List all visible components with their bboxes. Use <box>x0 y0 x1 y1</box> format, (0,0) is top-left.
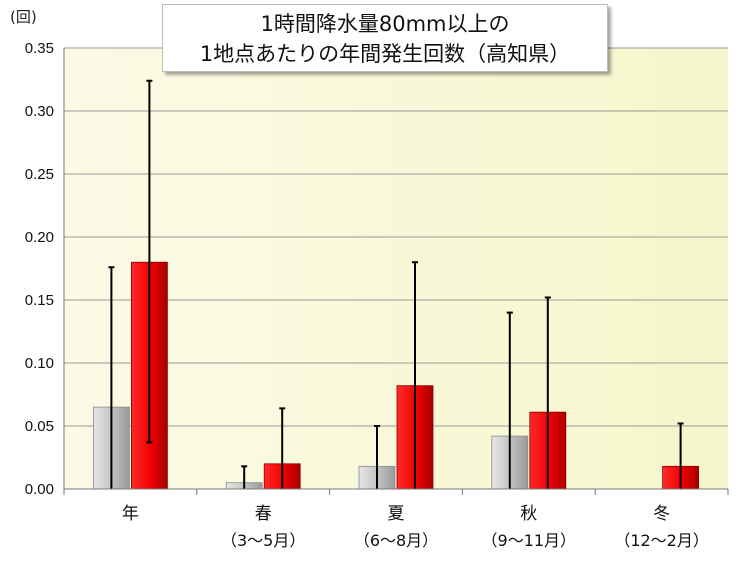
y-tick-label: 0.15 <box>25 292 54 309</box>
x-category-label: 冬 <box>653 504 670 524</box>
y-tick-label: 0.35 <box>25 40 54 57</box>
x-category-label: 秋 <box>520 504 537 524</box>
x-category-sublabel: （9～11月） <box>482 531 577 550</box>
y-tick-label: 0.10 <box>25 355 54 372</box>
x-category-sublabel: （3～5月） <box>221 531 305 550</box>
x-category-sublabel: （12～2月） <box>614 531 709 550</box>
chart-title-line1: 1時間降水量80mm以上の <box>260 12 510 36</box>
plot-area <box>64 48 728 489</box>
x-category-sublabel: （6～8月） <box>354 531 438 550</box>
y-tick-label: 0.00 <box>25 481 54 498</box>
chart-title-box: 1時間降水量80mm以上の 1地点あたりの年間発生回数（高知県） <box>162 4 608 72</box>
y-tick-label: 0.25 <box>25 166 54 183</box>
y-tick-label: 0.20 <box>25 229 54 246</box>
x-category-label: 春 <box>255 504 272 524</box>
x-category-label: 夏 <box>388 504 405 524</box>
chart-title-line2: 1地点あたりの年間発生回数（高知県） <box>199 42 571 66</box>
y-tick-label: 0.30 <box>25 103 54 120</box>
y-tick-label: 0.05 <box>25 418 54 435</box>
y-unit-label: (回) <box>10 8 37 26</box>
x-category-label: 年 <box>122 504 139 524</box>
